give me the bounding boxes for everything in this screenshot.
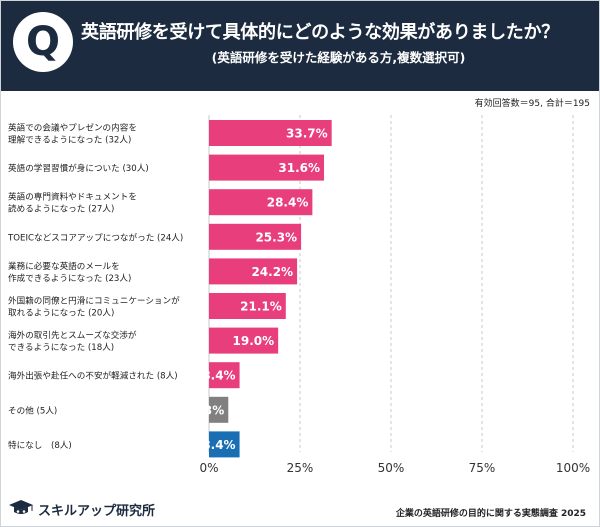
category-label: 外国籍の同僚と円滑にコミュニケーションが	[8, 295, 180, 307]
survey-note: 企業の英語研修の目的に関する実態調査 2025	[395, 509, 586, 519]
question-header: Q 英語研修を受けて具体的にどのような効果がありましたか？ (英語研修を受けた経…	[1, 1, 599, 91]
category-label: 理解できるようになった (32人)	[8, 134, 131, 146]
category-label: 英語の専門資料やドキュメントを	[8, 191, 137, 203]
category-label: 取れるようになった (20人)	[8, 308, 114, 319]
x-tick-label: 25%	[287, 461, 314, 475]
bar	[209, 189, 313, 216]
bar-value-label: 33.7%	[286, 127, 328, 141]
category-label: 業務に必要な英語のメールを	[8, 260, 120, 272]
category-label: できるようになった (18人)	[8, 342, 114, 353]
x-tick-label: 50%	[378, 461, 405, 475]
bar	[209, 258, 298, 285]
bar	[209, 327, 279, 354]
bar-value-label: 24.2%	[251, 265, 293, 279]
graduation-cap-icon	[9, 500, 33, 514]
bar-value-label: 21.1%	[240, 300, 282, 314]
category-label: 海外出張や赴任への不安が軽減された (8人)	[8, 370, 178, 382]
x-tick-label: 100%	[556, 461, 590, 475]
category-label: 英語での会議やプレゼンの内容を	[8, 122, 137, 134]
logo-text: スキルアップ研究所	[38, 503, 156, 519]
bar	[209, 223, 302, 250]
footer-logo: スキルアップ研究所	[8, 498, 155, 520]
bar	[209, 362, 240, 389]
category-label: 作成できるようになった (23人)	[8, 272, 131, 284]
bar-value-label: 8.4%	[202, 438, 235, 452]
bar-value-label: 31.6%	[278, 161, 320, 175]
bar-value-label: 5.3%	[191, 403, 224, 417]
bar-value-label: 28.4%	[267, 196, 309, 210]
category-label: その他 (5人)	[8, 404, 57, 416]
category-label: 特になし (8人)	[8, 439, 72, 451]
category-label: 海外の取引先とスムーズな交渉が	[8, 329, 137, 341]
q-badge: Q	[13, 12, 73, 72]
bar	[209, 396, 229, 423]
bar-value-label: 8.4%	[202, 369, 235, 383]
bar-value-label: 19.0%	[233, 334, 275, 348]
category-label: 英語の学習習慣が身についた (30人)	[8, 162, 149, 174]
x-tick-label: 75%	[469, 461, 496, 475]
category-label: 読めるようになった (27人)	[8, 203, 114, 215]
bar	[209, 293, 286, 319]
x-tick-label: 0%	[199, 461, 218, 475]
response-count: 有効回答数＝95, 合計＝195	[474, 99, 590, 109]
question-subtitle: (英語研修を受けた経験がある方,複数選択可)	[211, 50, 466, 65]
bar	[209, 120, 332, 146]
question-title: 英語研修を受けて具体的にどのような効果がありましたか？	[81, 22, 559, 43]
category-label: TOEICなどスコアアップにつながった (24人)	[7, 231, 183, 243]
bar-value-label: 25.3%	[255, 230, 297, 244]
bar	[209, 154, 325, 181]
bar	[209, 431, 240, 458]
